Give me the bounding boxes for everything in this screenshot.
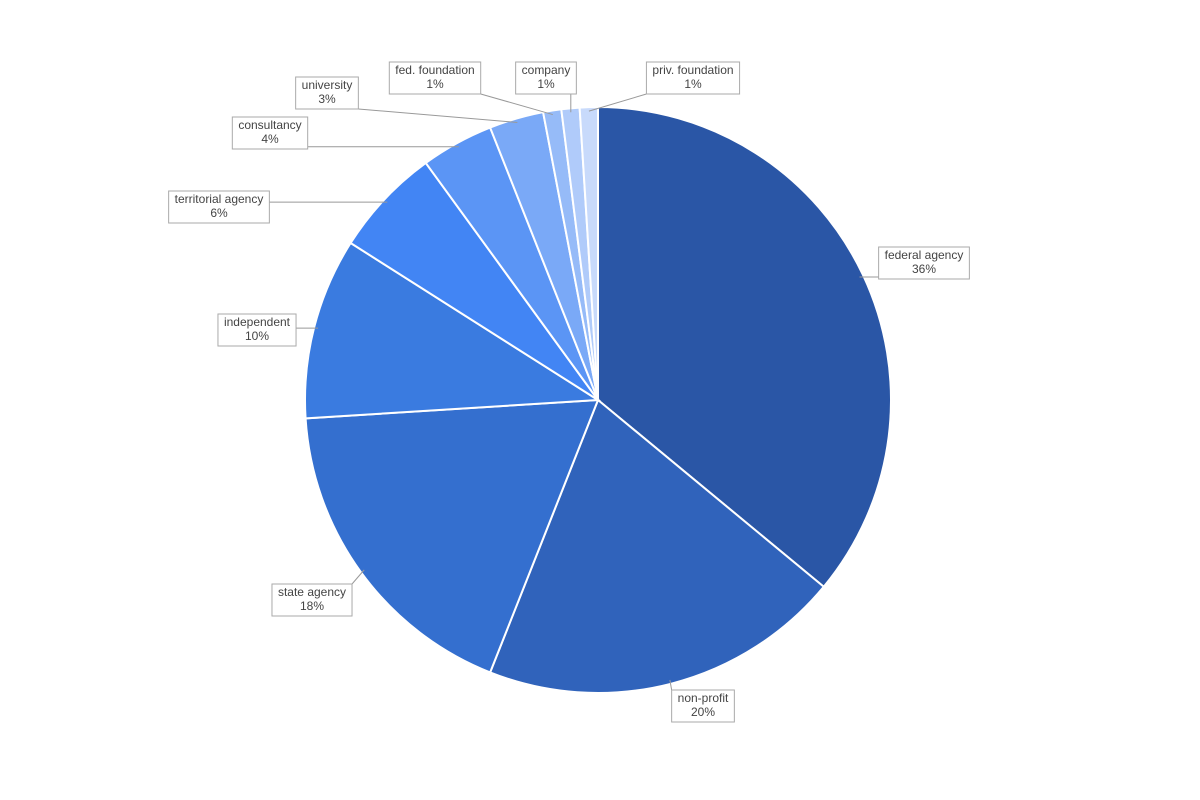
callout-line (351, 569, 365, 585)
label-value: 1% (426, 77, 444, 91)
label-value: 36% (912, 262, 936, 276)
pie-slice (304, 398, 600, 674)
pie-slice (597, 105, 892, 589)
label-box (295, 76, 359, 110)
label-name: consultancy (238, 118, 301, 132)
label-value: 10% (245, 329, 269, 343)
label-box (168, 190, 270, 224)
label-value: 20% (691, 705, 715, 719)
label-box (671, 689, 735, 723)
label-name: company (522, 63, 571, 77)
label-box (231, 116, 309, 150)
label-box (878, 246, 970, 280)
callout-line (358, 108, 518, 123)
label-box (271, 583, 353, 617)
pie-slice (578, 105, 599, 401)
label-box (217, 313, 297, 347)
callout-line (588, 93, 647, 112)
label-box (515, 61, 577, 95)
label-box (645, 61, 741, 95)
label-name: priv. foundation (652, 63, 733, 77)
label-value: 4% (261, 132, 279, 146)
label-value: 3% (318, 92, 336, 106)
callout-line (480, 93, 553, 116)
label-value: 18% (300, 599, 324, 613)
label-value: 1% (537, 77, 555, 91)
label-name: state agency (278, 585, 346, 599)
slices (304, 105, 892, 694)
label-name: independent (224, 315, 291, 329)
label-box (388, 61, 482, 95)
label-value: 6% (210, 206, 228, 220)
label-value: 1% (684, 77, 702, 91)
pie-slice (304, 241, 602, 420)
label-name: university (302, 78, 353, 92)
label-name: territorial agency (175, 192, 264, 206)
label-name: fed. foundation (395, 63, 474, 77)
label-name: non-profit (678, 691, 729, 705)
callout-line (669, 679, 673, 691)
label-name: federal agency (885, 248, 964, 262)
